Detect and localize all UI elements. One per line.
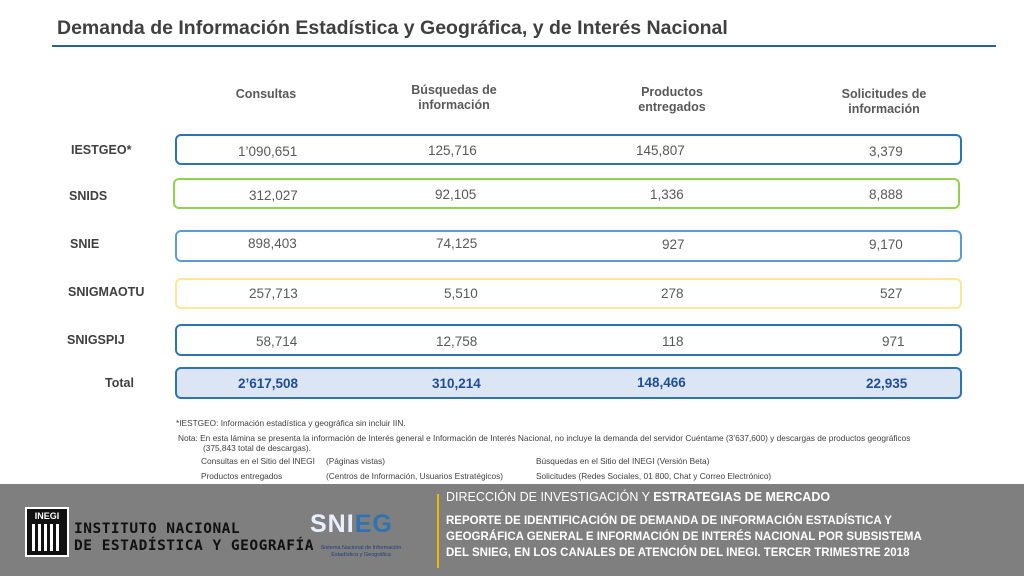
table-row-snigmaotu [175,278,962,309]
cell-consultas: 58,714 [256,334,298,349]
footnote-def-consultas: Consultas en el Sitio del INEGI [201,456,315,466]
title-underline [52,45,996,47]
snieg-wordmark-b: EG [354,510,393,538]
org-name-line1: INSTITUTO NACIONAL [74,521,241,537]
cell-productos: 145,807 [636,143,685,158]
cell-busquedas: 12,758 [436,334,478,349]
footnote-iestgeo: *IESTGEO: Información estadística y geog… [176,418,406,428]
column-header-busquedas: Búsquedas de información [394,83,514,113]
total-busquedas: 310,214 [432,376,481,391]
cell-productos: 118 [662,334,684,349]
total-solicitudes: 22,935 [866,376,908,391]
cell-solicitudes: 971 [882,334,905,349]
inegi-logo-bars [32,524,62,551]
row-label-snigspij: SNIGSPIJ [67,333,125,347]
report-title-line1: REPORTE DE IDENTIFICACIÓN DE DEMANDA DE … [446,515,892,527]
footnote-def-busquedas: Búsquedas en el Sitio del INEGI (Versión… [536,456,710,466]
cell-solicitudes: 9,170 [869,237,903,252]
snieg-wordmark: SNIEG [310,510,393,539]
column-header-line: información [848,102,920,116]
snieg-subtitle-line1: Sistema Nacional de Información [320,545,402,551]
total-consultas: 2’617,508 [238,376,299,391]
table-row-snie [175,230,962,262]
inegi-logo-icon: INEGI [25,507,69,557]
footnote-def-consultas-desc: (Páginas vistas) [326,456,386,466]
cell-busquedas: 5,510 [444,286,478,301]
column-header-line: entregados [638,100,706,114]
footnote-def-productos-desc: (Centros de Información, Usuarios Estrat… [326,471,504,481]
column-header-productos: Productos entregados [612,85,732,115]
column-header-line: Productos [641,85,703,99]
row-label-snie: SNIE [70,237,100,251]
snieg-wordmark-a: SNI [310,510,355,538]
snieg-logo: SNIEG [310,510,393,539]
footnote-note-line2: (375,843 total de descargas). [203,443,311,453]
inegi-logo-text: INEGI [34,511,60,521]
cell-consultas: 898,403 [248,236,297,251]
cell-busquedas: 92,105 [435,187,477,202]
cell-solicitudes: 527 [880,286,903,301]
table-row-iestgeo [175,134,962,165]
column-header-line: Consultas [235,87,297,101]
cell-productos: 927 [662,237,685,252]
report-title-line2: GEOGRÁFICA GENERAL E INFORMACIÓN DE INTE… [446,531,922,543]
row-label-iestgeo: IESTGEO* [71,143,132,157]
directorate-title: DIRECCIÓN DE INVESTIGACIÓN Y ESTRATEGIAS… [446,490,830,504]
footer-band [0,484,1024,576]
snieg-subtitle-line2: Estadística y Geográfica [331,552,391,558]
cell-productos: 1,336 [650,187,684,202]
footnote-note-line1: Nota: En esta lámina se presenta la info… [178,433,911,443]
footer-divider [437,494,439,568]
column-header-consultas: Consultas [216,87,316,102]
footnote-def-solicitudes: Solicitudes (Redes Sociales, 01 800, Cha… [536,471,772,481]
total-productos: 148,466 [637,375,686,390]
row-label-total: Total [105,376,134,390]
page-title: Demanda de Información Estadística y Geo… [57,17,728,39]
row-label-snigmaotu: SNIGMAOTU [68,285,145,299]
table-row-snigspij [175,324,962,356]
column-header-solicitudes: Solicitudes de información [824,87,944,117]
cell-consultas: 257,713 [249,286,298,301]
cell-productos: 278 [661,286,684,301]
table-row-snids [173,178,960,209]
cell-busquedas: 125,716 [428,143,477,158]
column-header-line: información [418,98,490,112]
org-name-line2: DE ESTADÍSTICA Y GEOGRAFÍA [74,538,314,554]
directorate-title-b: ESTRATEGIAS DE MERCADO [653,490,831,504]
column-header-line: Búsquedas de [411,83,497,97]
column-header-line: Solicitudes de [841,87,927,101]
cell-solicitudes: 8,888 [869,187,903,202]
cell-solicitudes: 3,379 [869,144,903,159]
cell-busquedas: 74,125 [436,236,478,251]
report-title-line3: DEL SNIEG, EN LOS CANALES DE ATENCIÓN DE… [446,547,910,559]
cell-consultas: 1’090,651 [238,144,298,159]
footnote-def-productos: Productos entregados [201,471,283,481]
cell-consultas: 312,027 [249,188,298,203]
directorate-title-a: DIRECCIÓN DE INVESTIGACIÓN Y [446,490,654,504]
row-label-snids: SNIDS [69,189,108,203]
table-row-total [175,367,962,399]
